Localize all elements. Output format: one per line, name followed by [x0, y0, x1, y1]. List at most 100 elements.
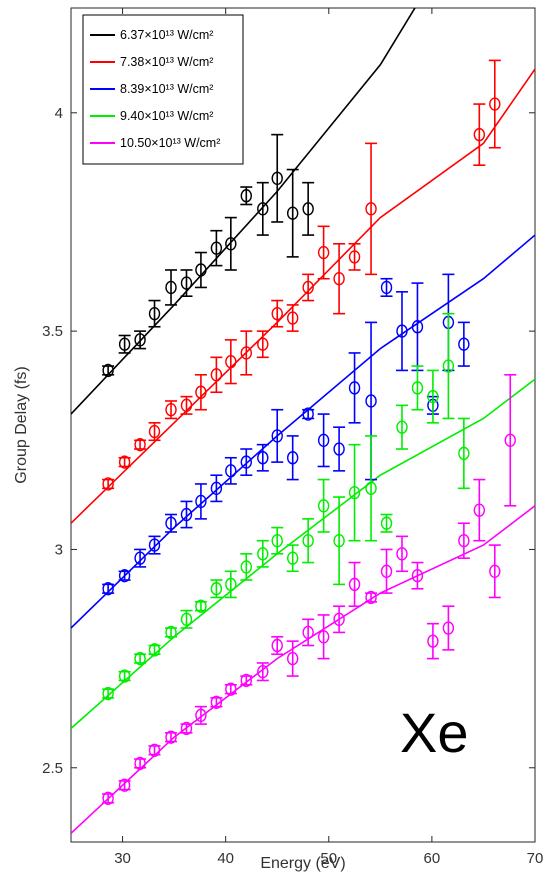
point-marker [396, 547, 408, 561]
data-point [102, 582, 115, 596]
point-marker [333, 612, 345, 627]
point-marker [333, 534, 345, 548]
point-marker [102, 363, 114, 378]
point-marker [165, 280, 177, 295]
point-marker [134, 333, 146, 347]
data-point [286, 640, 299, 677]
legend-label: 10.50×10¹³ W/cm² [120, 136, 220, 150]
data-point [442, 312, 455, 420]
point-marker [240, 455, 252, 469]
point-marker [286, 551, 299, 565]
data-point [165, 730, 178, 744]
point-marker [240, 346, 252, 360]
point-marker [210, 481, 223, 496]
point-marker [317, 630, 330, 644]
point-marker [317, 245, 330, 260]
data-point [224, 682, 237, 696]
data-point [134, 330, 147, 350]
point-marker [271, 638, 283, 653]
point-marker [257, 202, 269, 216]
data-point [118, 669, 131, 683]
data-point [317, 413, 330, 468]
data-point [333, 496, 346, 586]
point-marker [134, 437, 146, 452]
data-point [380, 513, 393, 533]
data-point [302, 518, 315, 564]
point-marker [165, 625, 177, 640]
point-marker [286, 206, 299, 220]
data-point [504, 373, 517, 507]
data-point [165, 513, 178, 533]
data-point [286, 435, 299, 481]
point-marker [118, 455, 131, 469]
point-marker [210, 368, 223, 382]
fit-line-3 [71, 234, 535, 629]
point-marker [411, 320, 424, 334]
data-point [148, 535, 161, 555]
data-point [365, 590, 378, 605]
data-point [395, 535, 408, 573]
point-marker [442, 621, 455, 635]
point-marker [286, 651, 299, 666]
legend-label: 6.37×10¹³ W/cm² [120, 28, 213, 42]
point-marker [148, 643, 161, 657]
point-marker [302, 534, 314, 548]
x-tick-label: 60 [424, 850, 441, 867]
data-point [224, 570, 237, 599]
data-point [224, 339, 237, 385]
data-point [365, 435, 378, 542]
data-point [118, 455, 131, 469]
data-point [148, 743, 161, 758]
point-marker [257, 665, 269, 679]
point-marker [365, 481, 377, 496]
data-point [240, 553, 253, 581]
y-axis-title: Group Delay (fs) [13, 366, 30, 483]
data-point [348, 242, 361, 271]
point-marker [489, 97, 501, 111]
data-point [240, 673, 253, 688]
data-point [365, 142, 378, 276]
y-tick-label: 2.5 [42, 760, 63, 777]
point-marker [302, 280, 314, 295]
point-marker [195, 263, 207, 277]
point-marker [180, 276, 193, 290]
point-marker [195, 599, 207, 613]
data-points [102, 59, 517, 806]
data-point [317, 478, 330, 533]
point-marker [427, 634, 439, 648]
data-point [210, 579, 223, 599]
legend-label: 7.38×10¹³ W/cm² [120, 55, 213, 69]
data-point [286, 168, 299, 258]
data-point [118, 334, 131, 354]
data-point [180, 395, 193, 415]
point-marker [225, 577, 237, 592]
data-point [256, 443, 269, 472]
point-marker [302, 407, 314, 421]
point-marker [286, 311, 299, 325]
point-marker [380, 280, 393, 295]
point-marker [225, 464, 237, 478]
point-marker [396, 420, 408, 434]
data-point [333, 242, 346, 315]
data-point [148, 299, 161, 328]
legend: 6.37×10¹³ W/cm² 7.38×10¹³ W/cm² 8.39×10¹³ … [82, 14, 244, 165]
data-point [411, 561, 424, 590]
point-marker [195, 494, 207, 509]
data-point [240, 448, 253, 477]
data-point [180, 269, 193, 297]
point-marker [148, 538, 161, 552]
point-marker [165, 516, 177, 530]
data-point [395, 291, 408, 372]
point-marker [148, 424, 161, 439]
point-marker [411, 381, 424, 395]
data-point [180, 721, 193, 736]
point-marker [317, 433, 330, 447]
point-marker [134, 651, 146, 666]
point-marker [458, 446, 470, 461]
point-marker [286, 451, 299, 465]
point-marker [134, 756, 146, 771]
data-point [194, 599, 207, 613]
data-point [442, 605, 455, 651]
data-point [134, 651, 147, 666]
